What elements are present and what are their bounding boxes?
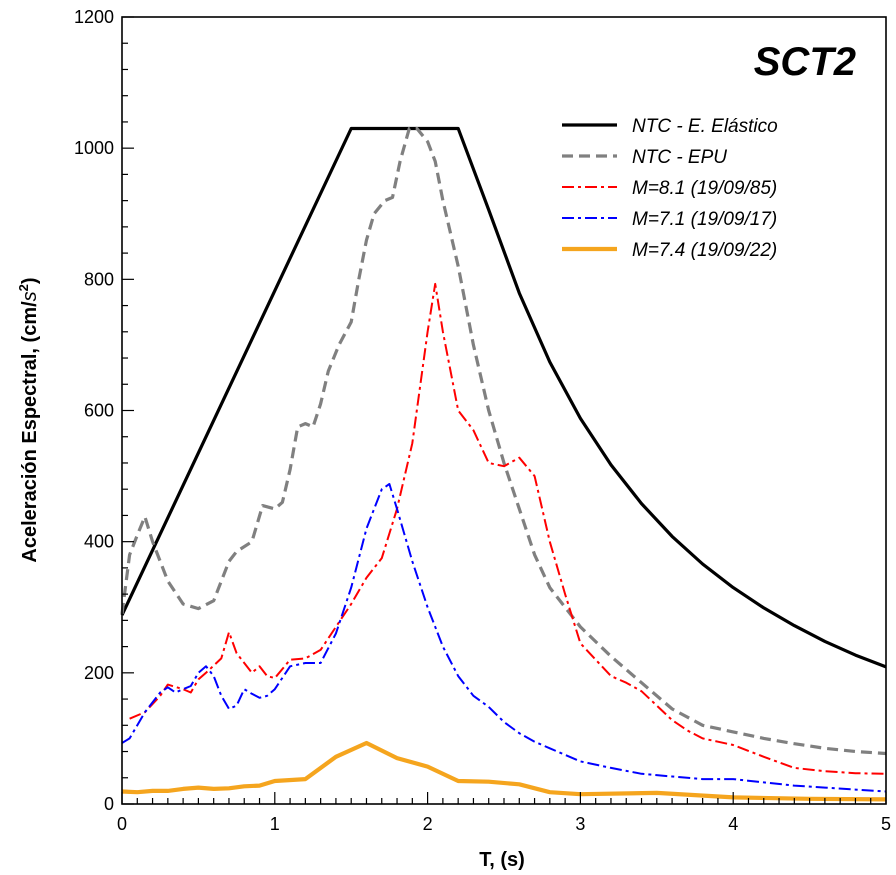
- legend-label-2: NTC - EPU: [632, 147, 727, 168]
- y-axis-title-exponent: 2: [16, 284, 31, 291]
- tick-labels: 0 1 2 3 4 5 0 200 400 600 800 1000 1200: [74, 7, 891, 834]
- x-tick-label: 4: [728, 814, 738, 834]
- y-axis-title-unit: s: [19, 291, 41, 301]
- chart-title: SCT2: [754, 40, 856, 84]
- x-tick-label: 1: [270, 814, 280, 834]
- y-axis-title-close: ): [19, 277, 41, 284]
- legend-label-5: M=7.4 (19/09/22): [632, 240, 777, 261]
- series-line-4: [121, 483, 887, 793]
- y-tick-label: 1200: [74, 7, 114, 27]
- x-tick-label: 5: [881, 814, 891, 834]
- legend-label-4: M=7.1 (19/09/17): [632, 209, 777, 230]
- legend-label-1: NTC - E. Elástico: [632, 116, 778, 137]
- legend-label-3: M=8.1 (19/09/85): [632, 178, 777, 199]
- y-tick-label: 0: [104, 794, 114, 814]
- series-line-5: [121, 740, 887, 802]
- x-tick-label: 2: [423, 814, 433, 834]
- legend: NTC - E. Elástico NTC - EPU M=8.1 (19/09/8…: [562, 116, 778, 261]
- x-tick-label: 3: [575, 814, 585, 834]
- y-tick-label: 800: [84, 269, 114, 289]
- y-tick-label: 400: [84, 532, 114, 552]
- y-axis-title: Aceleración Espectral, (cm/s2): [16, 277, 41, 562]
- y-tick-label: 200: [84, 663, 114, 683]
- x-tick-label: 0: [117, 814, 127, 834]
- y-axis-title-main: Aceleración Espectral, (cm/: [19, 301, 41, 563]
- y-tick-label: 1000: [74, 138, 114, 158]
- axis-ticks: [121, 16, 887, 805]
- y-tick-label: 600: [84, 401, 114, 421]
- series-line-1: [120, 126, 887, 669]
- series-line-3: [129, 282, 887, 775]
- x-axis-title: T, (s): [479, 849, 525, 871]
- series-line-2: [120, 126, 887, 756]
